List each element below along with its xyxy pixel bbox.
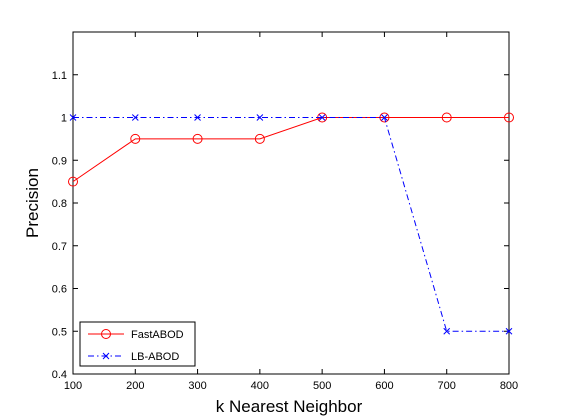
y-axis-title: Precision bbox=[23, 168, 42, 238]
data-point-fastabod bbox=[441, 112, 452, 123]
series-line-fastabod bbox=[72, 117, 509, 183]
y-tick-label: 1.1 bbox=[52, 70, 67, 82]
x-tick-label: 500 bbox=[313, 380, 331, 392]
x-axis: 100 200 300 400 500 600 700 800 bbox=[64, 32, 518, 392]
plot-area bbox=[72, 31, 510, 375]
data-point-lbabod bbox=[443, 327, 451, 335]
x-axis-title: k Nearest Neighbor bbox=[216, 397, 363, 416]
x-tick-label: 700 bbox=[438, 380, 456, 392]
legend-marker-fastabod bbox=[101, 329, 111, 339]
legend: FastABOD LB-ABOD bbox=[79, 321, 196, 367]
data-point-fastabod bbox=[504, 112, 514, 123]
y-tick-label: 1 bbox=[61, 113, 67, 125]
x-tick-label: 100 bbox=[64, 380, 82, 392]
x-tick-label: 400 bbox=[251, 380, 269, 392]
y-tick-label: 0.8 bbox=[52, 198, 67, 210]
data-point-lbabod bbox=[194, 114, 201, 121]
data-point-lbabod bbox=[381, 114, 388, 121]
series-line-lbabod bbox=[73, 117, 509, 332]
x-tick-label: 800 bbox=[500, 380, 518, 392]
data-point-fastabod bbox=[192, 133, 203, 144]
data-point-lbabod bbox=[131, 114, 139, 121]
data-point-lbabod bbox=[69, 114, 77, 121]
data-point-lbabod bbox=[318, 114, 326, 121]
y-tick-label: 0.7 bbox=[52, 241, 67, 253]
y-axis: 0.4 0.5 0.6 0.7 0.8 0.9 1 1.1 bbox=[52, 70, 509, 381]
legend-label-fastabod: FastABOD bbox=[131, 329, 184, 341]
series-layer bbox=[68, 112, 514, 335]
data-point-lbabod bbox=[256, 114, 264, 121]
data-point-fastabod bbox=[130, 133, 141, 144]
x-tick-label: 300 bbox=[188, 380, 206, 392]
y-tick-label: 0.4 bbox=[52, 369, 67, 381]
data-point-fastabod bbox=[254, 133, 265, 144]
data-point-lbabod bbox=[505, 327, 513, 335]
data-point-fastabod bbox=[68, 176, 78, 187]
x-tick-label: 600 bbox=[375, 380, 393, 392]
y-tick-label: 0.9 bbox=[52, 155, 67, 167]
legend-label-lbabod: LB-ABOD bbox=[131, 351, 179, 363]
legend-box bbox=[79, 321, 196, 367]
y-tick-label: 0.6 bbox=[52, 284, 67, 296]
y-tick-label: 0.5 bbox=[52, 326, 67, 338]
legend-marker-lbabod bbox=[102, 352, 110, 360]
x-tick-label: 200 bbox=[126, 380, 144, 392]
